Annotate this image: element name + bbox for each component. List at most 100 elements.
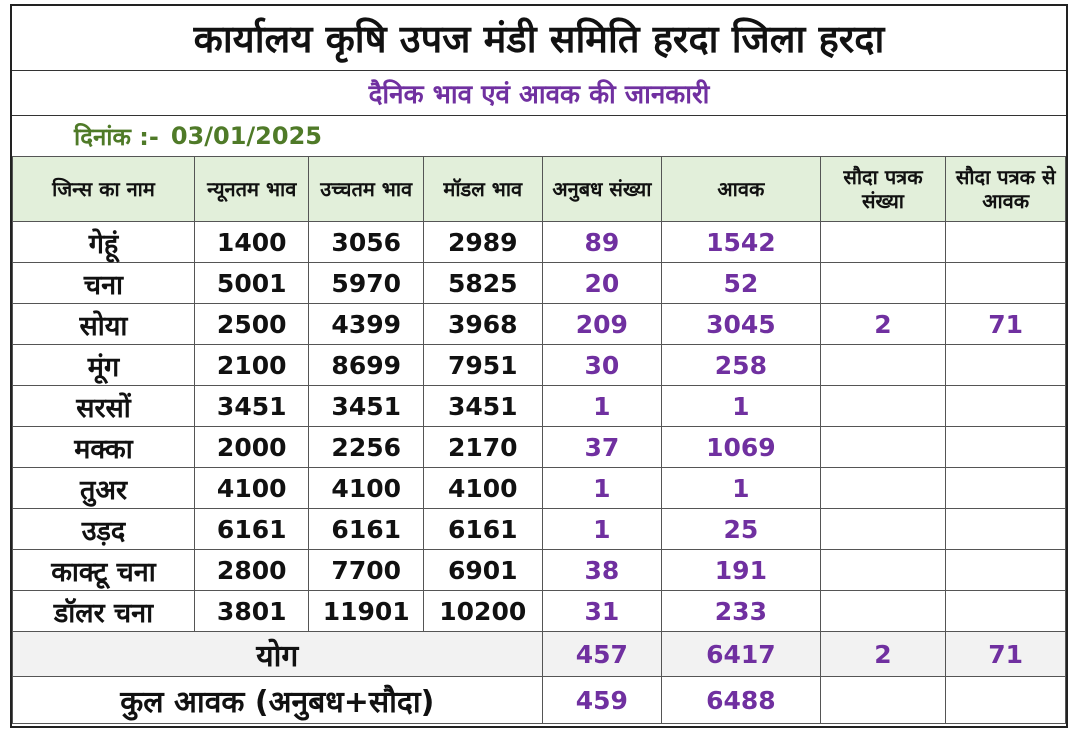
col-sauda-awak-cell (945, 426, 1066, 468)
col-min-rate-cell: 4100 (193, 467, 310, 509)
table-row: चना 5001 5970 5825 20 52 (12, 262, 1066, 304)
col-awak-cell: 258 (661, 344, 821, 386)
col-max-rate-cell: 4399 (308, 303, 424, 345)
col-min-rate-cell: 5001 (193, 262, 310, 304)
office-title: कार्यालय कृषि उपज मंडी समिति हरदा जिला ह… (12, 6, 1066, 71)
col-awak-cell: 1 (661, 385, 821, 427)
col-commodity-cell: उड़द (12, 508, 195, 550)
col-anubandh-count-header: अनुबध संख्या (541, 156, 663, 222)
grand-total-awak: 6488 (661, 676, 821, 724)
table-header-row: जिन्स का नाम न्यूनतम भाव उच्चतम भाव मॉडल भा… (12, 156, 1066, 222)
grand-total-sauda-awak (945, 676, 1066, 724)
col-max-rate-cell: 3056 (308, 221, 424, 263)
col-min-rate-cell: 2000 (193, 426, 310, 468)
col-sauda-count-cell (819, 549, 947, 591)
report-date: दिनांक :- 03/01/2025 (12, 116, 1066, 156)
col-commodity-cell: सोया (12, 303, 195, 345)
col-model-rate-cell: 2170 (422, 426, 543, 468)
col-model-rate-cell: 6161 (422, 508, 543, 550)
col-sauda-awak-cell (945, 467, 1066, 509)
col-sauda-awak-cell (945, 590, 1066, 632)
col-min-rate-header: न्यूनतम भाव (193, 156, 310, 222)
col-max-rate-cell: 8699 (308, 344, 424, 386)
table-row: सोया 2500 4399 3968 209 3045 2 71 (12, 303, 1066, 345)
grand-total-anubandh: 459 (541, 676, 663, 724)
col-awak-cell: 1069 (661, 426, 821, 468)
table-row: गेहूं 1400 3056 2989 89 1542 (12, 221, 1066, 263)
col-sauda-awak-cell (945, 262, 1066, 304)
col-min-rate-cell: 2100 (193, 344, 310, 386)
col-sauda-awak-cell: 71 (945, 303, 1066, 345)
col-max-rate-cell: 4100 (308, 467, 424, 509)
col-sauda-awak-header: सौदा पत्रक से आवक (945, 156, 1066, 222)
col-awak-header: आवक (661, 156, 821, 222)
col-awak-cell: 1 (661, 467, 821, 509)
col-sauda-awak-cell (945, 549, 1066, 591)
table-row: काक्टू चना 2800 7700 6901 38 191 (12, 549, 1066, 591)
col-awak-cell: 52 (661, 262, 821, 304)
col-max-rate-header: उच्चतम भाव (308, 156, 424, 222)
col-sauda-count-header: सौदा पत्रक संख्या (819, 156, 947, 222)
table-row: उड़द 6161 6161 6161 1 25 (12, 508, 1066, 550)
col-awak-cell: 233 (661, 590, 821, 632)
col-commodity-cell: मक्का (12, 426, 195, 468)
col-min-rate-cell: 2800 (193, 549, 310, 591)
col-awak-cell: 191 (661, 549, 821, 591)
col-anubandh-count-cell: 30 (541, 344, 663, 386)
total-row: योग 457 6417 2 71 (12, 631, 1066, 677)
col-min-rate-cell: 2500 (193, 303, 310, 345)
table-row: डॉलर चना 3801 11901 10200 31 233 (12, 590, 1066, 632)
col-commodity-header: जिन्स का नाम (12, 156, 195, 222)
col-sauda-count-cell (819, 467, 947, 509)
col-sauda-count-cell (819, 344, 947, 386)
col-model-rate-cell: 7951 (422, 344, 543, 386)
table-row: सरसों 3451 3451 3451 1 1 (12, 385, 1066, 427)
col-max-rate-cell: 5970 (308, 262, 424, 304)
col-max-rate-cell: 6161 (308, 508, 424, 550)
col-sauda-count-cell (819, 385, 947, 427)
col-sauda-count-cell (819, 262, 947, 304)
col-commodity-cell: काक्टू चना (12, 549, 195, 591)
col-anubandh-count-cell: 1 (541, 508, 663, 550)
col-commodity-cell: चना (12, 262, 195, 304)
date-value: 03/01/2025 (170, 122, 322, 150)
total-sauda-sankhya: 2 (819, 631, 947, 677)
col-min-rate-cell: 3451 (193, 385, 310, 427)
col-commodity-cell: डॉलर चना (12, 590, 195, 632)
col-model-rate-cell: 4100 (422, 467, 543, 509)
col-min-rate-cell: 6161 (193, 508, 310, 550)
table-row: मक्का 2000 2256 2170 37 1069 (12, 426, 1066, 468)
col-sauda-count-cell (819, 590, 947, 632)
col-max-rate-cell: 2256 (308, 426, 424, 468)
date-label: दिनांक :- (74, 122, 159, 151)
col-sauda-count-cell (819, 426, 947, 468)
total-sauda-awak: 71 (945, 631, 1066, 677)
col-anubandh-count-cell: 38 (541, 549, 663, 591)
col-min-rate-cell: 1400 (193, 221, 310, 263)
col-commodity-cell: तुअर (12, 467, 195, 509)
table-body: गेहूं 1400 3056 2989 89 1542 चना 5001 5970 5825 20… (12, 221, 1066, 677)
col-max-rate-cell: 3451 (308, 385, 424, 427)
col-awak-cell: 1542 (661, 221, 821, 263)
col-model-rate-cell: 6901 (422, 549, 543, 591)
col-anubandh-count-cell: 20 (541, 262, 663, 304)
col-model-rate-cell: 10200 (422, 590, 543, 632)
mandi-rate-sheet: कार्यालय कृषि उपज मंडी समिति हरदा जिला ह… (10, 4, 1068, 728)
table-row: मूंग 2100 8699 7951 30 258 (12, 344, 1066, 386)
total-anubandh: 457 (541, 631, 663, 677)
col-model-rate-cell: 5825 (422, 262, 543, 304)
total-label: योग (12, 631, 543, 677)
col-anubandh-count-cell: 89 (541, 221, 663, 263)
col-sauda-awak-cell (945, 508, 1066, 550)
col-sauda-count-cell: 2 (819, 303, 947, 345)
table-row: तुअर 4100 4100 4100 1 1 (12, 467, 1066, 509)
col-anubandh-count-cell: 37 (541, 426, 663, 468)
col-commodity-cell: गेहूं (12, 221, 195, 263)
col-sauda-awak-cell (945, 344, 1066, 386)
grand-total-sauda-sankhya (819, 676, 947, 724)
col-commodity-cell: सरसों (12, 385, 195, 427)
col-max-rate-cell: 7700 (308, 549, 424, 591)
col-anubandh-count-cell: 1 (541, 385, 663, 427)
col-anubandh-count-cell: 1 (541, 467, 663, 509)
col-model-rate-header: मॉडल भाव (422, 156, 543, 222)
